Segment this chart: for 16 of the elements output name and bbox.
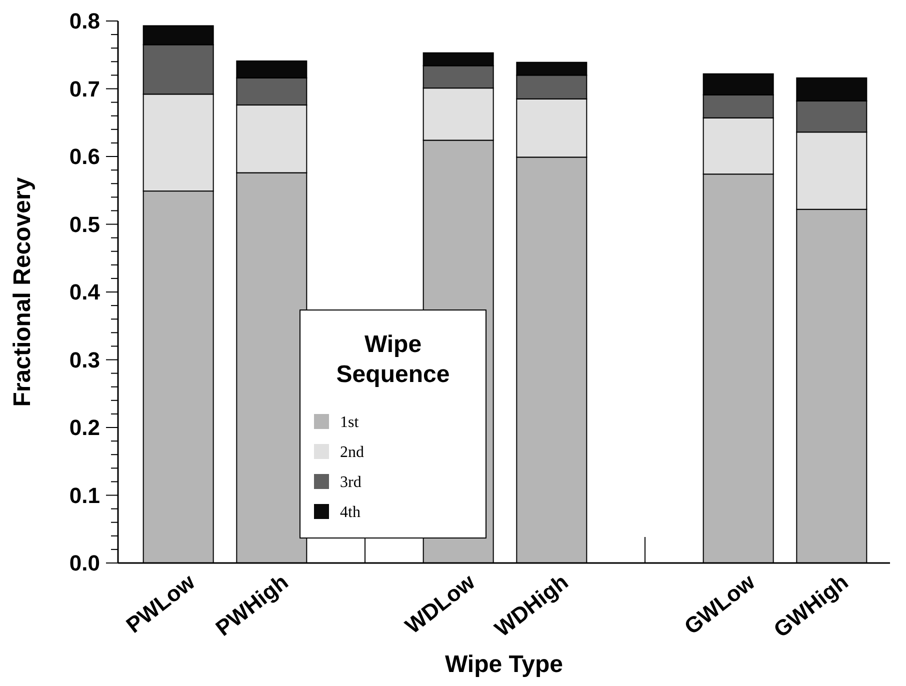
y-tick-label: 0.2 bbox=[69, 415, 100, 440]
y-tick-label: 0.6 bbox=[69, 144, 100, 170]
y-tick-label: 0.5 bbox=[69, 212, 100, 237]
legend-label: 4th bbox=[340, 504, 360, 521]
y-tick-label: 0.1 bbox=[69, 482, 100, 508]
y-axis-title: Fractional Recovery bbox=[9, 176, 36, 407]
y-tick-label: 0.4 bbox=[69, 280, 101, 305]
y-tick-label: 0.0 bbox=[69, 550, 100, 576]
legend-label: 1st bbox=[340, 414, 360, 431]
x-axis-title: Wipe Type bbox=[444, 651, 564, 678]
legend-label: 3rd bbox=[340, 474, 362, 491]
y-tick-label: 0.3 bbox=[69, 347, 100, 372]
legend-title: Wipe Sequence bbox=[336, 331, 450, 388]
y-tick-label: 0.8 bbox=[69, 8, 100, 34]
y-tick-label: 0.7 bbox=[69, 76, 100, 102]
legend-label: 2nd bbox=[340, 444, 364, 461]
